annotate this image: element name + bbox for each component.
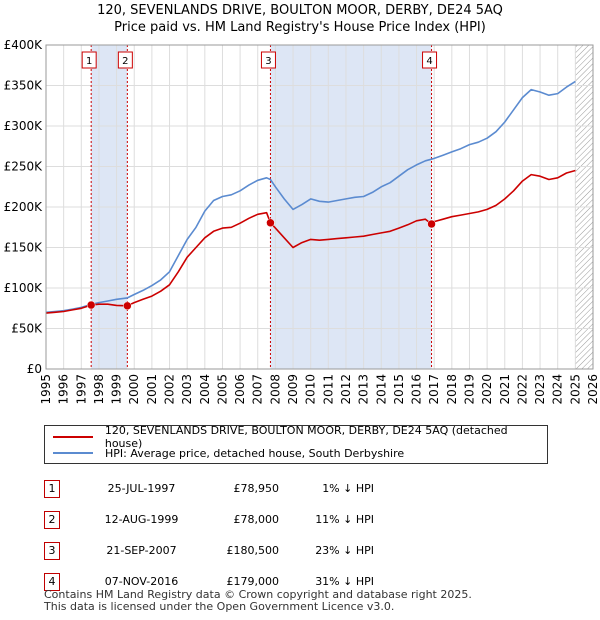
x-tick-label: 2013 — [357, 374, 371, 405]
x-tick-label: 2017 — [427, 374, 441, 405]
footer-licence: This data is licensed under the Open Gov… — [44, 600, 395, 613]
table-row: 1 25-JUL-1997 £78,950 1% ↓ HPI — [44, 473, 374, 504]
x-tick-label: 2009 — [286, 374, 300, 405]
sale-date: 25-JUL-1997 — [107, 482, 176, 495]
sale-marker — [86, 300, 96, 310]
x-tick-label: 2018 — [445, 374, 459, 405]
y-tick-label: £50K — [11, 322, 43, 336]
hpi-line — [45, 80, 576, 314]
sale-date: 07-NOV-2016 — [104, 575, 179, 588]
sale-label-number: 1 — [86, 56, 92, 67]
x-tick-label: 2000 — [127, 374, 141, 405]
y-tick-label: £400K — [4, 38, 44, 52]
x-tick-label: 2004 — [198, 374, 212, 405]
sale-price: £180,500 — [226, 544, 280, 557]
sale-price: £78,000 — [233, 513, 280, 526]
legend-hpi-line — [53, 452, 93, 454]
x-tick-label: 2016 — [410, 374, 424, 405]
legend-price-label: 120, SEVENLANDS DRIVE, BOULTON MOOR, DER… — [104, 424, 508, 450]
x-tick-label: 2020 — [480, 374, 494, 405]
price-paid-line — [45, 169, 576, 314]
sale-marker — [266, 218, 275, 228]
y-tick-label: £100K — [4, 281, 44, 295]
sale-price: £179,000 — [226, 575, 280, 588]
x-tick-label: 2023 — [533, 374, 547, 405]
y-tick-label: £300K — [4, 119, 44, 133]
sale-hpi: 31% ↓ HPI — [315, 575, 374, 588]
x-tick-label: 2001 — [145, 374, 159, 405]
x-tick-label: 2021 — [498, 374, 512, 405]
sale-number: 2 — [44, 510, 60, 529]
x-tick-label: 2002 — [163, 374, 177, 405]
x-tick-label: 2026 — [586, 374, 600, 405]
table-row: 2 12-AUG-1999 £78,000 11% ↓ HPI — [44, 504, 374, 535]
sale-marker — [427, 219, 436, 229]
x-tick-label: 2022 — [515, 374, 529, 405]
x-tick-label: 2007 — [251, 374, 265, 405]
legend-price-line — [53, 436, 93, 438]
x-tick-label: 2006 — [233, 374, 247, 405]
x-tick-label: 2008 — [268, 374, 282, 405]
sale-number: 1 — [44, 479, 60, 498]
x-tick-label: 2024 — [551, 374, 565, 405]
sale-marker — [123, 301, 132, 311]
x-tick-label: 1995 — [39, 374, 53, 405]
chart-title: 120, SEVENLANDS DRIVE, BOULTON MOOR, DER… — [97, 3, 503, 18]
table-row: 4 07-NOV-2016 £179,000 31% ↓ HPI — [44, 566, 374, 597]
legend: 120, SEVENLANDS DRIVE, BOULTON MOOR, DER… — [44, 424, 548, 464]
x-tick-label: 2011 — [321, 374, 335, 405]
x-tick-label: 2014 — [374, 374, 388, 405]
sale-label-box — [117, 51, 133, 69]
plot-border — [45, 44, 594, 370]
sale-date: 12-AUG-1999 — [104, 513, 179, 526]
footer-copyright: Contains HM Land Registry data © Crown c… — [44, 588, 472, 601]
sale-hpi: 11% ↓ HPI — [315, 513, 374, 526]
x-tick-label: 1998 — [92, 374, 106, 405]
sale-label-box — [260, 51, 276, 69]
sale-label-box — [422, 51, 438, 69]
x-tick-label: 1996 — [57, 374, 71, 405]
y-tick-label: £200K — [4, 200, 44, 214]
y-tick-label: £150K — [4, 241, 44, 255]
x-tick-label: 2005 — [215, 374, 229, 405]
chart-subtitle: Price paid vs. HM Land Registry's House … — [114, 20, 486, 35]
sale-label-number: 4 — [426, 56, 432, 67]
x-tick-label: 1997 — [74, 374, 88, 405]
y-tick-label: £0 — [27, 362, 42, 376]
x-tick-label: 1999 — [110, 374, 124, 405]
footer: Contains HM Land Registry data © Crown c… — [44, 589, 472, 613]
sale-number: 4 — [44, 572, 60, 591]
x-tick-label: 2025 — [568, 374, 582, 405]
sale-label-number: 2 — [122, 56, 128, 67]
table-row: 3 21-SEP-2007 £180,500 23% ↓ HPI — [44, 535, 374, 566]
sale-number: 3 — [44, 541, 60, 560]
y-tick-label: £350K — [4, 79, 44, 93]
x-tick-label: 2019 — [462, 374, 476, 405]
x-tick-label: 2010 — [304, 374, 318, 405]
legend-hpi-label: HPI: Average price, detached house, Sout… — [105, 446, 405, 460]
x-tick-label: 2012 — [339, 374, 353, 405]
sales-table: 1 25-JUL-1997 £78,950 1% ↓ HPI 2 12-AUG-… — [44, 473, 374, 597]
sale-label-box — [81, 51, 97, 69]
price-chart: £0 £50K £100K £150K £200K £250K £300K £350K £400… — [4, 38, 600, 405]
sale-hpi: 23% ↓ HPI — [315, 544, 374, 557]
sale-hpi: 1% ↓ HPI — [322, 482, 374, 495]
sale-date: 21-SEP-2007 — [106, 544, 177, 557]
x-tick-label: 2015 — [392, 374, 406, 405]
sale-label-number: 3 — [265, 56, 271, 67]
x-tick-label: 2003 — [180, 374, 194, 405]
y-tick-label: £250K — [4, 160, 44, 174]
sale-price: £78,950 — [233, 482, 280, 495]
